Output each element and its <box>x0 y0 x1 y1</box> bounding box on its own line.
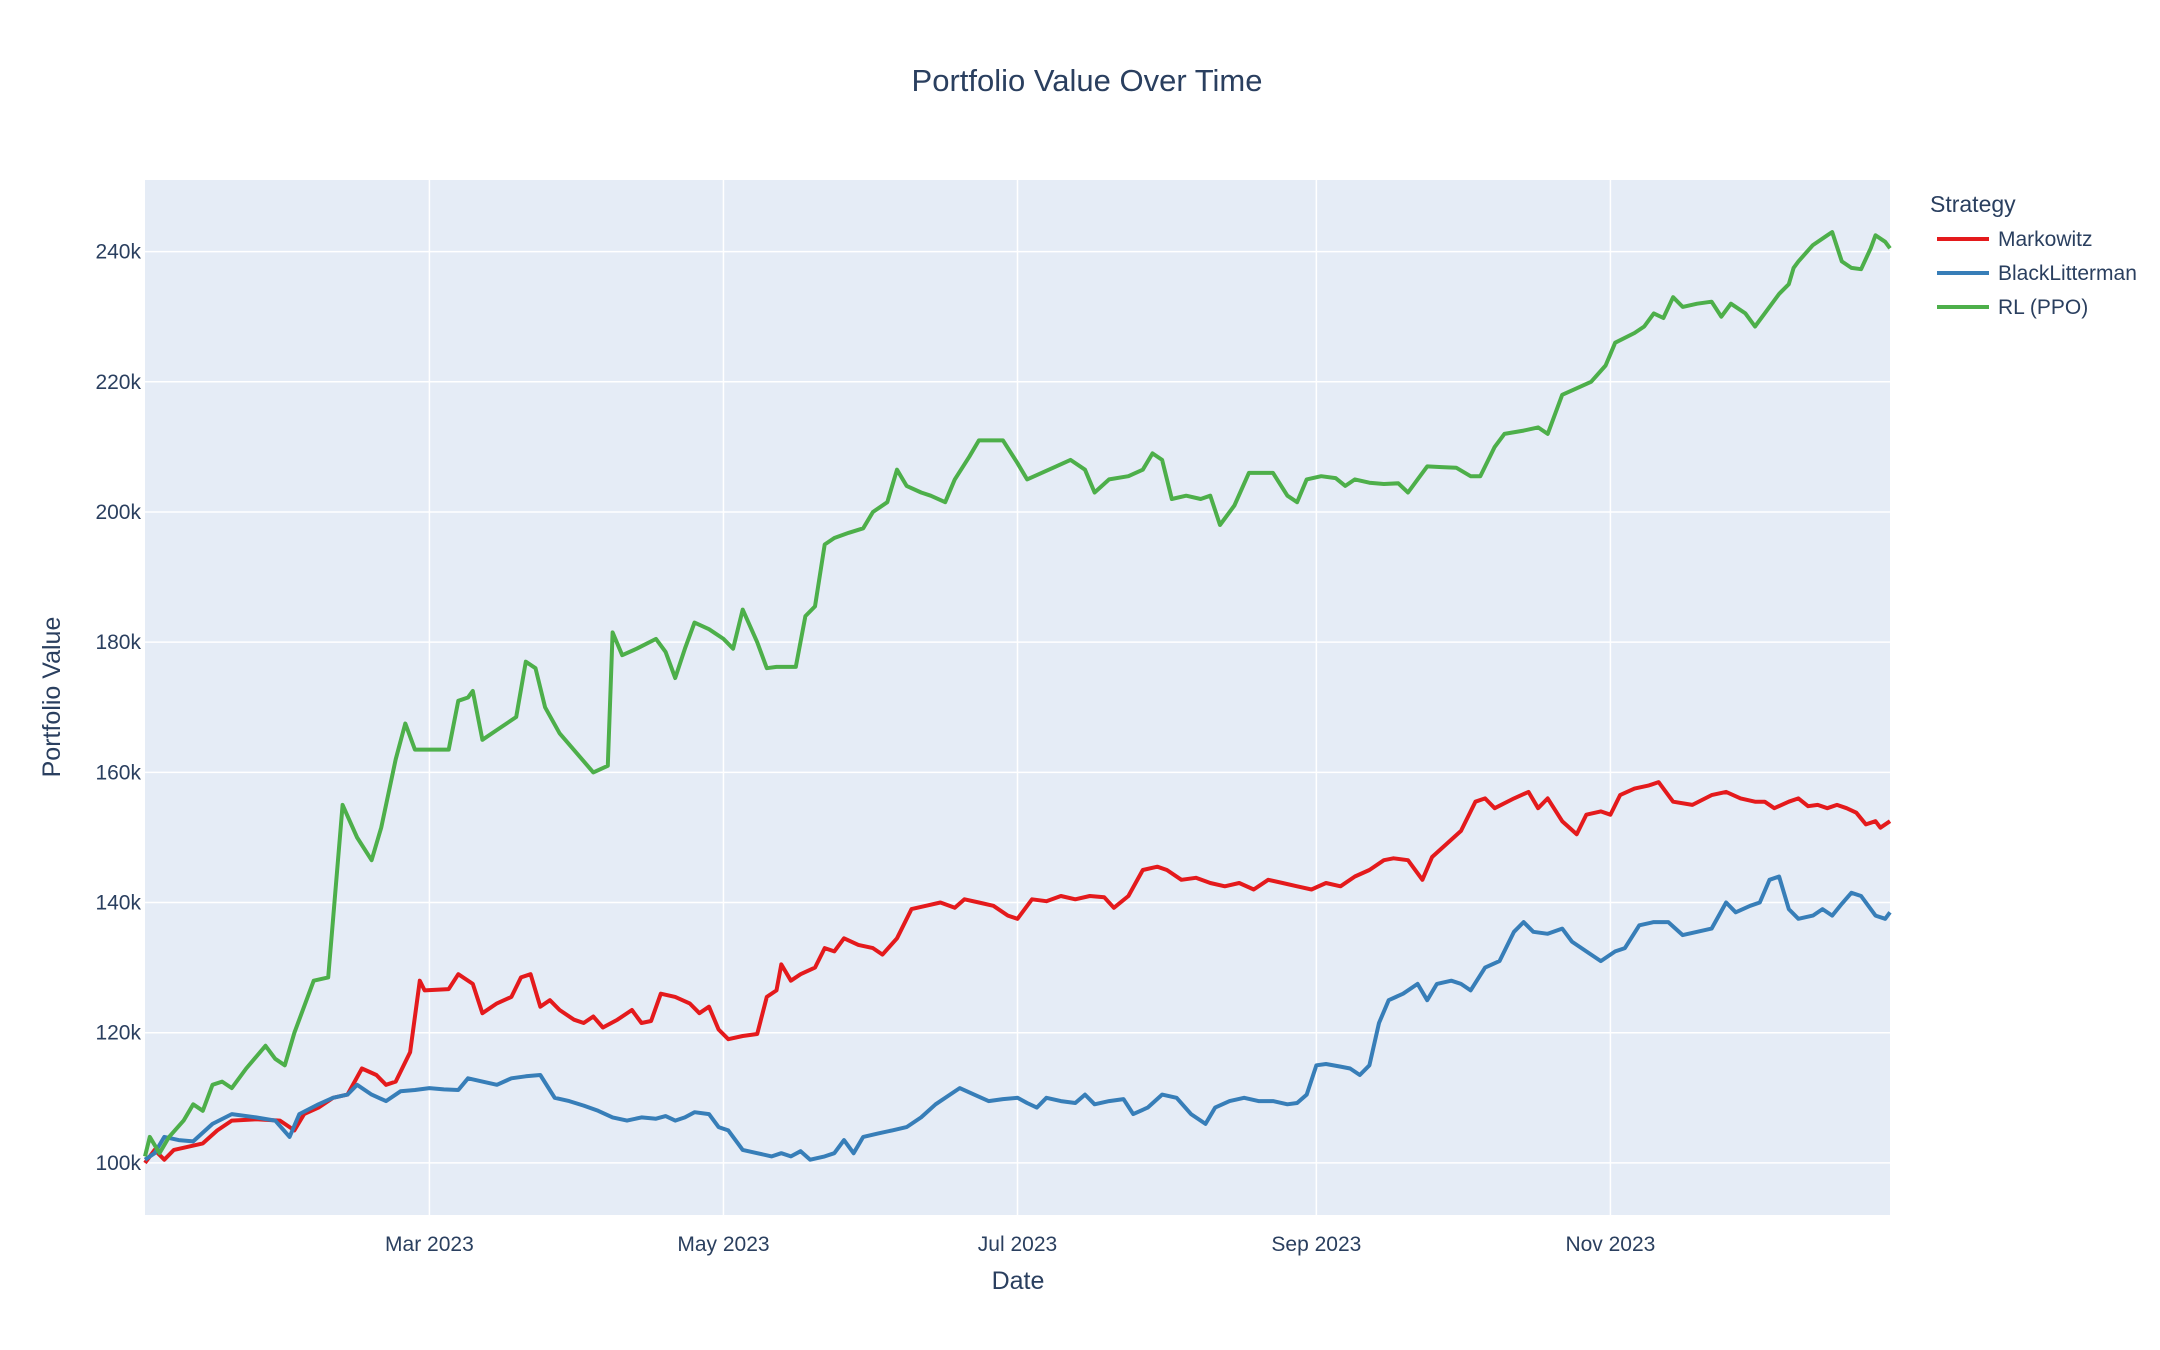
legend-item-blacklitterman[interactable]: BlackLitterman <box>1937 262 2137 285</box>
x-tick-label: Jul 2023 <box>978 1233 1057 1256</box>
x-tick-labels: Mar 2023 May 2023 Jul 2023 Sep 2023 Nov 2023 <box>385 1233 1655 1256</box>
y-tick-label: 160k <box>95 761 141 784</box>
x-tick-label: Mar 2023 <box>385 1233 474 1256</box>
y-axis-title: Portfolio Value <box>38 617 66 778</box>
y-tick-label: 240k <box>95 241 141 264</box>
legend: Strategy Markowitz BlackLitterman RL (PP… <box>1930 191 2137 319</box>
series-line-markowitz[interactable] <box>143 780 1892 1165</box>
legend-title: Strategy <box>1930 191 2016 217</box>
y-tick-label: 140k <box>95 892 141 915</box>
x-axis-title: Date <box>992 1267 1045 1295</box>
chart-title: Portfolio Value Over Time <box>912 63 1263 98</box>
legend-label-blacklitterman: BlackLitterman <box>1998 262 2137 285</box>
legend-item-rl-ppo[interactable]: RL (PPO) <box>1937 296 2088 319</box>
legend-label-rl-ppo: RL (PPO) <box>1998 296 2088 319</box>
x-tick-label: May 2023 <box>677 1233 769 1256</box>
series-line-blacklitterman[interactable] <box>143 874 1892 1162</box>
y-tick-labels: 100k 120k 140k 160k 180k 200k 220k 240k <box>95 241 141 1175</box>
y-tick-label: 180k <box>95 631 141 654</box>
grid-lines <box>145 180 1890 1215</box>
series-lines <box>143 230 1892 1165</box>
y-tick-label: 120k <box>95 1022 141 1045</box>
legend-item-markowitz[interactable]: Markowitz <box>1937 228 2093 251</box>
legend-label-markowitz: Markowitz <box>1998 228 2093 251</box>
y-tick-label: 200k <box>95 501 141 524</box>
x-tick-label: Nov 2023 <box>1565 1233 1655 1256</box>
y-tick-label: 220k <box>95 371 141 394</box>
series-line-rl-ppo[interactable] <box>143 230 1892 1157</box>
y-tick-label: 100k <box>95 1152 141 1175</box>
x-tick-label: Sep 2023 <box>1271 1233 1361 1256</box>
